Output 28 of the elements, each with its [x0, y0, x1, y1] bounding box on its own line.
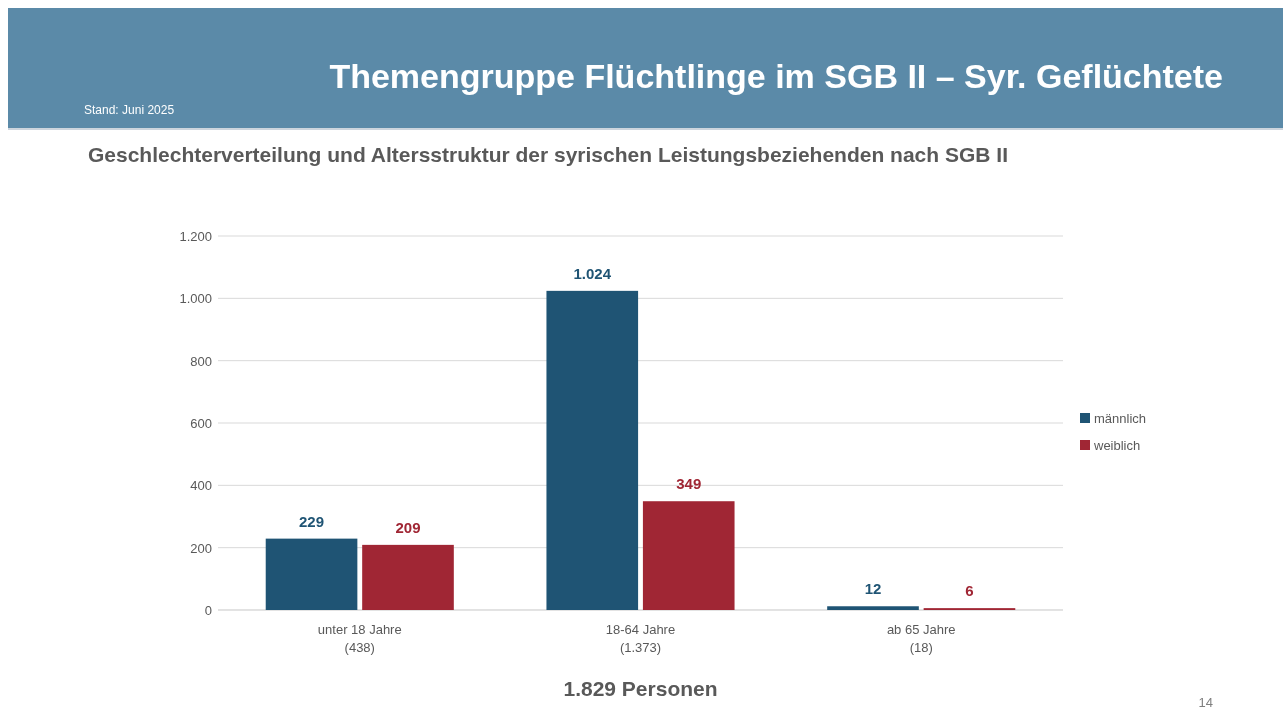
text: 14: [1198, 695, 1213, 710]
data-label: 12: [864, 580, 882, 598]
y-tick-label: 400: [190, 478, 212, 494]
x-tick-label: 18-64 Jahre (1.373): [605, 622, 676, 655]
y-tick-label: 800: [190, 353, 212, 369]
text: 1.829 Personen: [563, 677, 718, 700]
bar: [265, 538, 358, 610]
text: Stand: Juni 2025: [84, 103, 175, 117]
bar: [642, 501, 735, 610]
x-tick-label: ab 65 Jahre (18): [886, 622, 956, 655]
y-tick-label: 1.200: [179, 229, 212, 244]
data-label: 229: [299, 512, 325, 530]
chart-subtitle: Geschlechterverteilung und Altersstruktur der syrischen Leistungsbeziehenden nach SGB II: [88, 143, 1008, 166]
data-label: 209: [395, 518, 421, 536]
legend-label: weiblich: [1093, 438, 1141, 453]
y-tick-label: 0: [204, 603, 212, 618]
bar: [546, 290, 639, 610]
data-label: 6: [965, 582, 974, 600]
y-tick-label: 200: [190, 540, 212, 556]
y-tick-label: 1.000: [179, 291, 212, 307]
y-tick-label: 600: [190, 416, 212, 431]
x-tick-label: unter 18 Jahre (438): [317, 622, 402, 655]
chart-title: Themengruppe Flüchtlinge im SGB II – Syr. Geflüchtete: [329, 57, 1223, 95]
legend-label: männlich: [1094, 411, 1147, 426]
data-label: 349: [676, 475, 702, 493]
bar: [362, 544, 454, 610]
bar: [827, 606, 919, 610]
data-label: 1.024: [573, 264, 612, 282]
